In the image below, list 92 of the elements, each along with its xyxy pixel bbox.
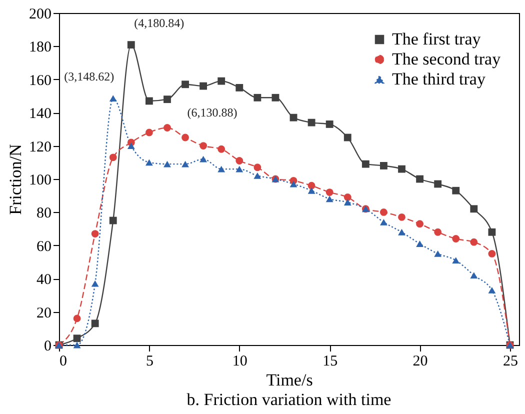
point [200,142,208,150]
point [470,272,478,278]
point [109,216,117,224]
point [380,218,388,226]
point [127,41,135,49]
x-tick-label: 5 [146,354,154,370]
x-tick-label: 0 [60,354,67,370]
y-tick-label: 60 [36,238,52,255]
point [398,213,406,221]
y-axis-title: Friction/N [6,144,25,215]
point [344,199,352,206]
point [308,118,316,126]
point [308,182,316,190]
point [200,156,208,162]
x-tick-label: 20 [412,354,428,370]
point [236,157,244,164]
point [218,166,226,172]
point [308,187,316,194]
point [398,228,406,236]
point [290,180,298,188]
point [109,95,117,102]
point [91,320,99,328]
point [434,250,442,257]
y-tick-label: 160 [29,72,52,89]
point [109,154,117,162]
y-tick-label: 80 [36,206,52,222]
point [254,172,262,179]
point [326,188,334,196]
point [416,240,424,247]
point [91,230,99,238]
point [218,77,226,85]
point [488,228,496,236]
point [164,96,171,104]
point [326,120,334,128]
point [236,84,244,92]
annotation: (4,180.84) [134,16,184,30]
point [182,134,189,142]
y-tick-label: 120 [29,139,52,156]
point [380,162,388,170]
point [164,160,171,168]
point [182,80,189,88]
x-tick-label: 15 [322,354,338,370]
point [145,128,153,136]
x-tick-label: 25 [502,354,518,370]
point [127,142,135,150]
y-tick-label: 0 [44,338,52,354]
point [416,175,424,183]
x-tick-label: 10 [232,354,248,370]
point [470,238,478,246]
point [164,124,171,132]
point [73,334,81,342]
y-tick-label: 20 [36,305,52,322]
x-axis-title: Time/s [266,370,313,390]
point [452,257,460,264]
point [254,164,262,172]
y-tick-label: 180 [29,40,52,56]
point [91,280,99,287]
annotation: (6,130.88) [187,106,238,120]
point [344,134,352,142]
point [73,314,81,322]
point [73,342,81,348]
y-tick-label: 40 [36,272,52,288]
point [488,250,496,258]
point [434,180,442,188]
point [218,145,226,153]
point [200,82,208,90]
point [488,287,496,294]
point [380,208,388,216]
point [290,114,298,122]
text: b. Friction variation with time [186,390,392,409]
point [362,160,370,168]
point [145,159,153,166]
point [326,196,334,202]
y-tick-label: 100 [29,172,52,188]
point [452,235,460,242]
point [434,228,442,236]
point [236,166,244,172]
point [272,94,280,102]
point [398,165,406,173]
point [416,220,424,228]
y-tick-label: 200 [29,6,52,22]
legend-label: The first tray [392,30,482,48]
legend-label: The second tray [392,50,502,68]
point [470,205,478,213]
annotation: (3,148.62) [64,69,114,84]
point [452,186,460,194]
point [254,94,262,102]
point [182,160,189,168]
point [344,194,352,201]
legend-label: The third tray [392,70,486,88]
point [145,97,153,105]
y-tick-label: 140 [29,106,52,122]
